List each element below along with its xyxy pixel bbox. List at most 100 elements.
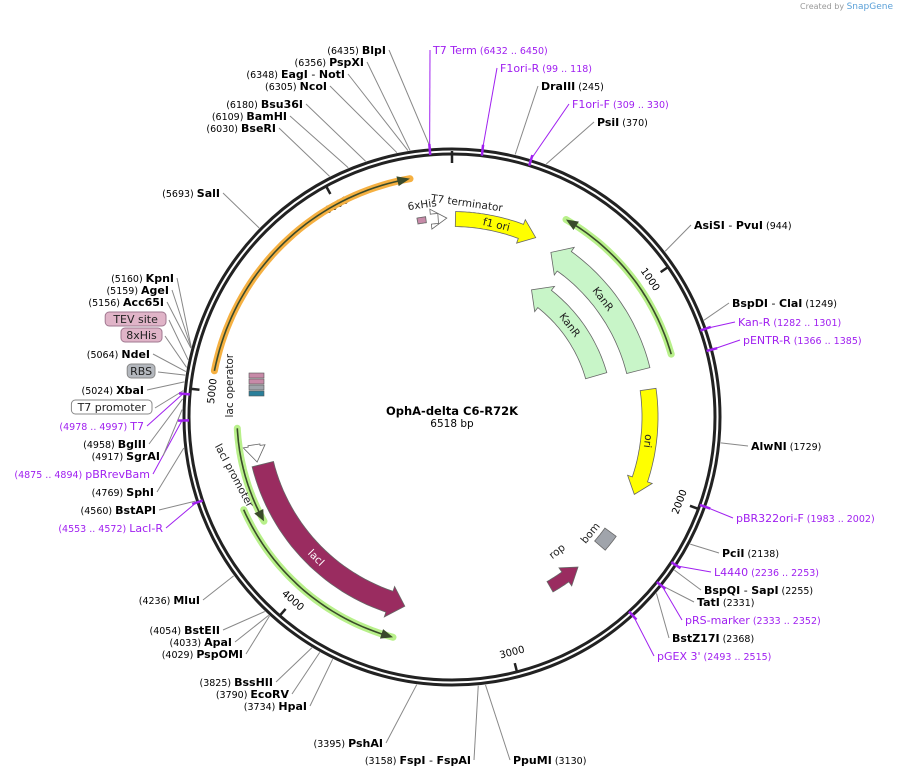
- tick-mark: [279, 608, 287, 616]
- site-label: PpuMI (3130): [513, 754, 586, 767]
- site-position: (245): [575, 82, 604, 93]
- site-label: (3790) EcoRV: [216, 688, 290, 701]
- primer-label: pGEX 3' (2493 .. 2515): [657, 650, 771, 663]
- site-position: (6305): [265, 82, 300, 93]
- feature-label: ori: [641, 433, 655, 448]
- label-leader-line: [385, 684, 418, 744]
- enzyme-name: AsiSI: [694, 219, 725, 232]
- enzyme-name: PpuMI: [513, 754, 552, 767]
- enzyme-name: EcoRV: [250, 688, 289, 701]
- enzyme-name: Bsu36I: [261, 98, 303, 111]
- enzyme-name: PvuI: [736, 219, 763, 232]
- label-leader-line: [713, 339, 741, 350]
- site-position: (6030): [206, 124, 241, 135]
- feature-label-box: [104, 311, 167, 327]
- site-position: (5024): [82, 386, 117, 397]
- label-leader-line: [278, 127, 330, 177]
- site-position: (944): [763, 221, 792, 232]
- enzyme-name: Acc65I: [123, 296, 164, 309]
- separator: -: [425, 754, 436, 767]
- label-leader-line: [148, 398, 184, 445]
- primer-name: LacI-R: [129, 522, 163, 535]
- site-position: (2138): [744, 549, 779, 560]
- primer-name: F1ori-F: [572, 98, 610, 111]
- primer-range: (6432 .. 6450): [477, 46, 548, 57]
- site-position: (5156): [88, 298, 123, 309]
- enzyme-name: PsiI: [597, 116, 619, 129]
- label-leader-line: [485, 684, 511, 761]
- enzyme-name: SalI: [197, 187, 220, 200]
- site-label: AsiSI - PvuI (944): [694, 219, 792, 232]
- label-leader-line: [664, 224, 692, 252]
- site-position: (6109): [212, 112, 247, 123]
- enzyme-name: BstEII: [184, 624, 220, 637]
- lac-operator-element: [248, 378, 265, 385]
- separator: -: [768, 297, 779, 310]
- site-position: (4029): [162, 650, 197, 661]
- label-leader-line: [156, 447, 185, 493]
- primer-name: T7 Term: [432, 44, 477, 57]
- label-leader-line: [154, 390, 184, 409]
- label-leader-line: [158, 500, 196, 511]
- enzyme-name: BlpI: [362, 44, 386, 57]
- label-leader-line: [289, 115, 349, 169]
- label-leader-line: [152, 420, 183, 475]
- enzyme-name: MluI: [173, 594, 200, 607]
- enzyme-name: PshAI: [348, 737, 383, 750]
- label-leader-line: [633, 616, 655, 657]
- site-label: (3158) FspI - FspAI: [365, 754, 471, 767]
- enzyme-name: HpaI: [278, 700, 307, 713]
- site-position: (6356): [295, 58, 330, 69]
- site-label: DraIII (245): [541, 80, 604, 93]
- label-leader-line: [202, 575, 234, 601]
- lac-operator-element: [248, 372, 265, 379]
- labels: (6435) BlpI T7 Term (6432 .. 6450) (6356) …: [14, 44, 874, 767]
- feature-6xhis: [416, 216, 427, 225]
- site-label: (4029) PspOMI: [162, 648, 243, 661]
- feature-label-box: [70, 399, 153, 415]
- feature-label: rop: [547, 542, 568, 562]
- site-label: (4769) SphI: [92, 486, 154, 499]
- label-lines: [146, 49, 749, 761]
- enzyme-name: PciI: [722, 547, 744, 560]
- primer-range: (1366 .. 1385): [791, 336, 862, 347]
- enzyme-name: FspI: [399, 754, 425, 767]
- site-position: (3395): [314, 739, 349, 750]
- primer-name: pENTR-R: [743, 334, 791, 347]
- green-arc-kanr-line: [572, 222, 672, 355]
- site-label: (3395) PshAI: [314, 737, 383, 750]
- primer-range: (2333 .. 2352): [750, 616, 821, 627]
- feature-box-label: T7 promoter: [77, 401, 147, 414]
- site-position: (4054): [150, 626, 185, 637]
- site-label: (6180) Bsu36I: [226, 98, 303, 111]
- primer-name: Kan-R: [738, 316, 771, 329]
- primer-name: L4440: [714, 566, 748, 579]
- site-label: (4917) SgrAI: [92, 450, 160, 463]
- snapgene-credit: Created by SnapGene: [800, 2, 893, 12]
- primer-binding-mark: [480, 144, 485, 156]
- enzyme-name: AlwNI: [751, 440, 787, 453]
- site-label: TatI (2331): [697, 596, 754, 609]
- enzyme-name: KpnI: [146, 272, 174, 285]
- primer-label: Kan-R (1282 .. 1301): [738, 316, 841, 329]
- label-leader-line: [703, 302, 730, 321]
- label-leader-line: [275, 647, 313, 683]
- green-arc-kanr-arrowhead: [566, 219, 579, 230]
- enzyme-name: BspDI: [732, 297, 768, 310]
- feature-ori: [626, 387, 659, 495]
- site-label: BstZ17I (2368): [672, 632, 754, 645]
- enzyme-name: BspQI: [704, 584, 740, 597]
- site-label: (6305) NcoI: [265, 80, 327, 93]
- primer-range: (2493 .. 2515): [701, 652, 772, 663]
- label-leader-line: [662, 585, 695, 603]
- primer-range: (1983 .. 2002): [804, 514, 875, 525]
- primer-label: L4440 (2236 .. 2253): [714, 566, 819, 579]
- site-position: (3130): [552, 756, 587, 767]
- feature-box-label: TEV site: [112, 313, 158, 326]
- feature-label: T7 terminator: [429, 192, 504, 214]
- enzyme-name: TatI: [697, 596, 720, 609]
- separator: -: [308, 68, 319, 81]
- site-label: (6435) BlpI: [327, 44, 386, 57]
- label-leader-line: [329, 85, 398, 154]
- label-leader-line: [165, 502, 197, 529]
